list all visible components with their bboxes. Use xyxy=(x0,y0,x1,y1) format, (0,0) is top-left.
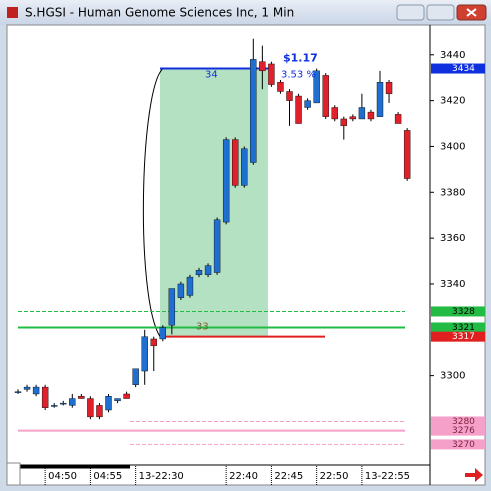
candle-body xyxy=(204,265,212,275)
y-tick-label: 3420 xyxy=(440,96,465,107)
candle-body xyxy=(322,75,329,117)
price-box-label: 3328 xyxy=(452,307,475,317)
price-box xyxy=(431,63,485,74)
y-tick-label: 3440 xyxy=(440,50,465,61)
candle-body xyxy=(394,114,402,124)
candle-body xyxy=(23,386,31,390)
candle-body xyxy=(96,405,103,418)
price-box-label: 3270 xyxy=(452,440,475,450)
y-tick-label: 3360 xyxy=(440,233,465,244)
candle-body xyxy=(403,130,411,179)
candle-body xyxy=(376,82,384,117)
app-icon xyxy=(7,7,18,18)
candle-body xyxy=(60,402,67,405)
maximize-button[interactable] xyxy=(426,4,455,21)
price-box-label: 3434 xyxy=(452,64,475,74)
x-tick-label: 13-22:30 xyxy=(139,471,184,482)
candle-body xyxy=(150,338,157,347)
candle-body xyxy=(177,283,185,298)
annotation: 33 xyxy=(196,322,209,333)
candle-body xyxy=(295,95,302,124)
price-box xyxy=(431,331,485,342)
candle-body xyxy=(340,118,347,127)
minimize-button[interactable] xyxy=(396,4,425,21)
candle-body xyxy=(105,396,112,411)
candle-body xyxy=(123,393,130,399)
candle-body xyxy=(268,63,275,85)
price-box xyxy=(431,322,485,333)
candle-body xyxy=(304,100,311,108)
x-tick-label: 22:50 xyxy=(320,471,349,482)
price-box xyxy=(431,425,485,436)
candle-body xyxy=(231,139,239,186)
candle-body xyxy=(78,396,85,399)
x-tick-label: 22:45 xyxy=(274,471,303,482)
window-title: S.HGSI - Human Genome Sciences Inc, 1 Mi… xyxy=(25,6,294,20)
x-tick-label: 13-22:55 xyxy=(365,471,410,482)
annotation: 3.53 % xyxy=(281,70,316,81)
y-tick-label: 3400 xyxy=(440,141,465,152)
x-tick-label: 04:55 xyxy=(93,471,122,482)
candle-body xyxy=(250,59,257,163)
price-box-label: 3280 xyxy=(452,417,475,427)
candle-body xyxy=(385,82,393,94)
price-box xyxy=(431,416,485,427)
x-tick-label: 22:40 xyxy=(229,471,258,482)
close-icon xyxy=(466,8,477,17)
x-tick-label: 04:50 xyxy=(48,471,77,482)
candle-body xyxy=(213,219,221,273)
candle-body xyxy=(69,398,76,406)
price-box xyxy=(431,306,485,317)
measure-bracket xyxy=(142,68,164,337)
candle-body xyxy=(132,368,139,385)
price-box xyxy=(431,439,485,450)
candle-body xyxy=(222,139,230,223)
candle-body xyxy=(14,391,22,393)
price-box-label: 3276 xyxy=(452,426,475,436)
candle-body xyxy=(32,386,40,395)
candle-body xyxy=(195,270,203,275)
candle-body xyxy=(349,116,357,120)
candle-body xyxy=(286,91,293,101)
candle-body xyxy=(259,61,266,72)
candle-body xyxy=(331,107,338,120)
y-tick-label: 3380 xyxy=(440,187,465,198)
corner-box xyxy=(6,462,21,486)
candle-body xyxy=(114,398,121,402)
y-tick-label: 3300 xyxy=(440,371,465,382)
candle-body xyxy=(141,336,148,372)
candle-body xyxy=(51,405,58,407)
candle-body xyxy=(367,111,375,120)
candle-body xyxy=(168,288,176,326)
annotation: 34 xyxy=(205,70,218,81)
candle-body xyxy=(186,276,194,296)
candle-body xyxy=(41,386,49,408)
candle-body xyxy=(358,107,366,120)
annotation: $1.17 xyxy=(283,52,318,65)
price-box-label: 3317 xyxy=(452,332,475,342)
y-tick-label: 3340 xyxy=(440,279,465,290)
price-box-label: 3321 xyxy=(452,323,475,333)
candle-body xyxy=(277,82,284,92)
candle-body xyxy=(159,327,167,340)
candle-body xyxy=(313,70,320,104)
candle-body xyxy=(87,398,94,418)
scroll-arrow[interactable] xyxy=(465,468,483,482)
candle-body xyxy=(241,148,248,186)
